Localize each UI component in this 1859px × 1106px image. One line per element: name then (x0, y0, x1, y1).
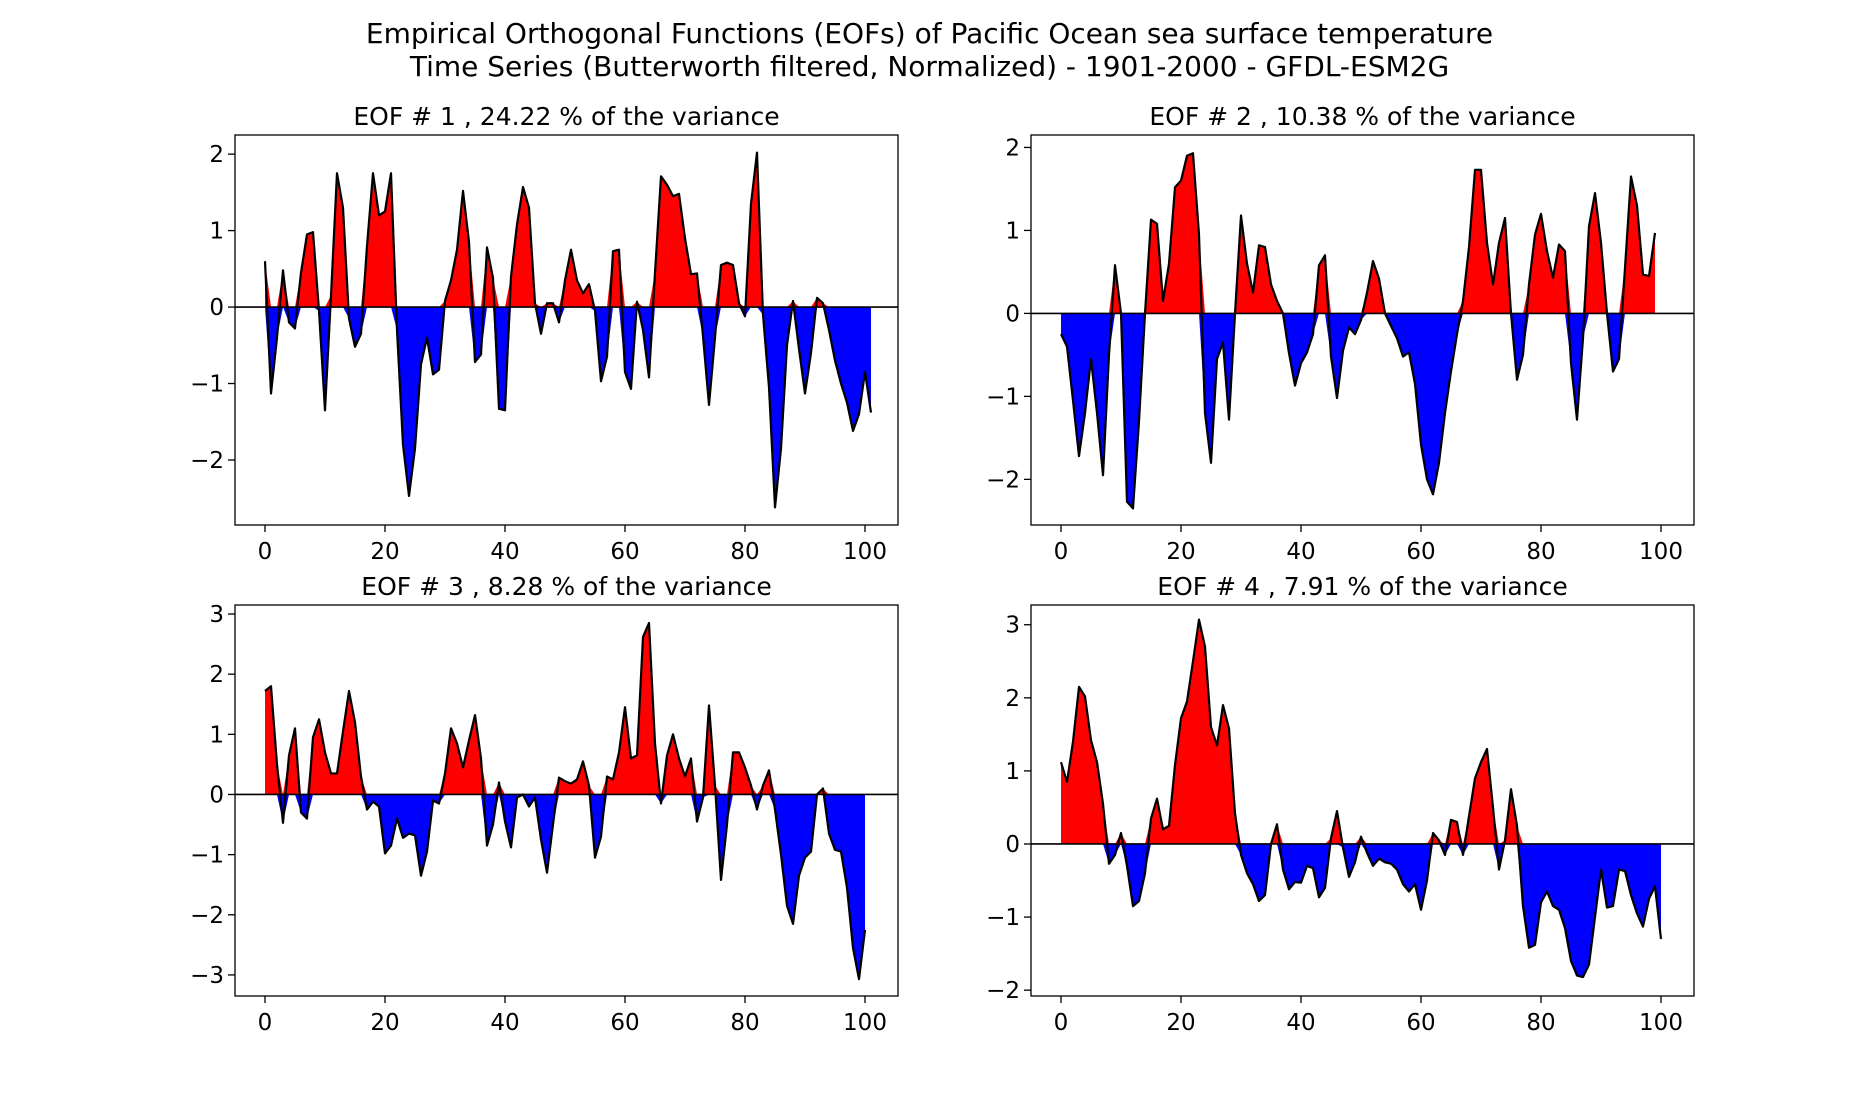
eof-3-panel: 0 20 40 60 80 100 −3 −2 −1 0 1 2 3 EOF # 3 , 8.28 % o… (190, 572, 899, 1036)
y-tick-label: −1 (190, 372, 224, 398)
plot-area (235, 151, 898, 509)
y-tick-label: −2 (986, 978, 1020, 1004)
plot-area (1031, 152, 1694, 510)
y-tick-label: 0 (1005, 301, 1020, 327)
panel-title: EOF # 2 , 10.38 % of the variance (1149, 102, 1575, 131)
negative-area (1061, 843, 1661, 977)
x-tick-label: 60 (1406, 1010, 1435, 1036)
eof-2-panel: 0 20 40 60 80 100 −2 −1 0 1 2 EOF # 2 , 10.38 % of … (986, 102, 1695, 565)
x-tick-label: 80 (1526, 1010, 1555, 1036)
y-tick-label: −1 (986, 905, 1020, 931)
axes-frame (234, 134, 899, 526)
figure-title-line-1: Empirical Orthogonal Functions (EOFs) of… (366, 17, 1493, 50)
x-tick-label: 40 (490, 539, 519, 565)
y-tick-label: 0 (209, 782, 224, 808)
negative-area (265, 794, 865, 980)
y-tick-label: −1 (190, 843, 224, 869)
x-tick-label: 100 (843, 1010, 887, 1036)
x-tick-label: 60 (1406, 539, 1435, 565)
panel-title: EOF # 1 , 24.22 % of the variance (353, 102, 779, 131)
y-tick-label: 2 (209, 662, 224, 688)
x-tick-label: 40 (1286, 1010, 1315, 1036)
y-tick-label: 2 (209, 142, 224, 168)
axes-frame (1030, 134, 1695, 526)
x-tick-label: 100 (1639, 539, 1683, 565)
y-tick-label: 3 (209, 602, 224, 628)
positive-area (1061, 619, 1661, 844)
x-tick-label: 80 (730, 1010, 759, 1036)
y-tick-label: 0 (1005, 832, 1020, 858)
x-tick-label: 80 (1526, 539, 1555, 565)
y-tick-label: −2 (190, 448, 224, 474)
y-tick-label: −2 (986, 467, 1020, 493)
y-tick-label: 1 (1005, 759, 1020, 785)
x-tick-label: 60 (610, 539, 639, 565)
series-line (1060, 152, 1657, 510)
y-tick-label: 1 (1005, 218, 1020, 244)
x-tick-label: 60 (610, 1010, 639, 1036)
y-tick-label: −2 (190, 903, 224, 929)
x-tick-label: 20 (1166, 1010, 1195, 1036)
negative-area (1061, 313, 1655, 509)
y-tick-label: 2 (1005, 686, 1020, 712)
x-tick-label: 0 (1054, 1010, 1069, 1036)
x-tick-label: 40 (490, 1010, 519, 1036)
positive-area (265, 623, 865, 795)
figure-title-line-2: Time Series (Butterworth filtered, Norma… (409, 50, 1449, 83)
y-tick-label: 1 (209, 722, 224, 748)
x-tick-label: 80 (730, 539, 759, 565)
y-tick-label: −3 (190, 963, 224, 989)
positive-area (265, 152, 871, 308)
plot-area (1031, 618, 1694, 979)
eof-4-panel: 0 20 40 60 80 100 −2 −1 0 1 2 3 EOF # 4 , 7.91 % of … (986, 572, 1695, 1036)
x-tick-label: 40 (1286, 539, 1315, 565)
panel-title: EOF # 4 , 7.91 % of the variance (1157, 572, 1567, 601)
x-tick-label: 100 (1639, 1010, 1683, 1036)
panel-title: EOF # 3 , 8.28 % of the variance (361, 572, 771, 601)
x-tick-label: 0 (1054, 539, 1069, 565)
y-tick-label: 2 (1005, 135, 1020, 161)
series-line (264, 621, 867, 981)
series-line (1059, 618, 1663, 979)
y-tick-label: 0 (209, 295, 224, 321)
y-tick-label: 3 (1005, 613, 1020, 639)
x-tick-label: 20 (1166, 539, 1195, 565)
eof-1-panel: 0 20 40 60 80 100 −2 −1 0 1 2 EOF # 1 , 24.22 % of … (190, 102, 899, 565)
y-tick-label: −1 (986, 384, 1020, 410)
negative-area (265, 307, 871, 508)
x-tick-label: 0 (258, 1010, 273, 1036)
x-tick-label: 0 (258, 539, 273, 565)
y-tick-label: 1 (209, 219, 224, 245)
axes-frame (1030, 604, 1695, 997)
x-tick-label: 20 (370, 539, 399, 565)
positive-area (1061, 153, 1655, 314)
x-tick-label: 100 (843, 539, 887, 565)
x-tick-label: 20 (370, 1010, 399, 1036)
series-line (263, 151, 873, 509)
plot-area (235, 621, 898, 981)
axes-frame (234, 604, 899, 997)
